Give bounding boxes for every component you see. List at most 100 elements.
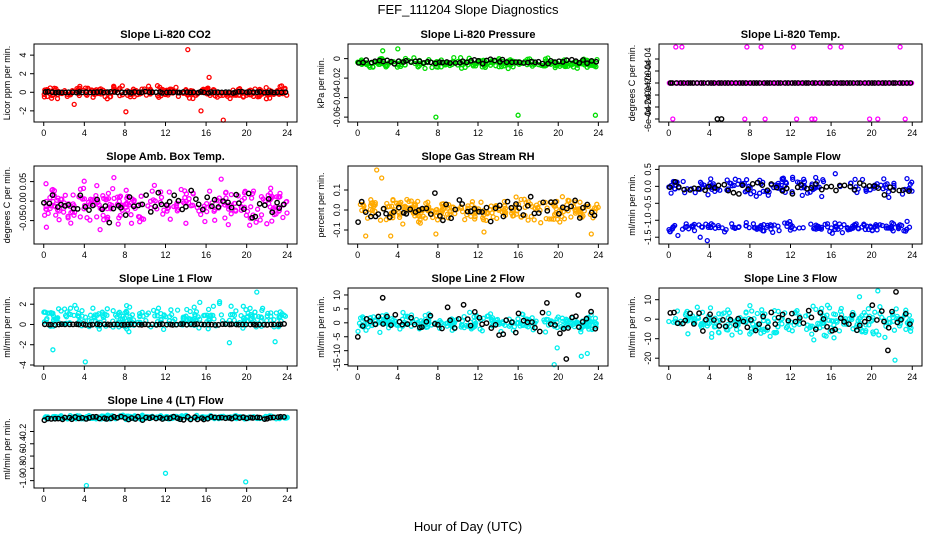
x-tick-label: 4: [82, 494, 87, 504]
data-point: [572, 207, 578, 213]
overlay-point: [748, 316, 754, 323]
y-tick-label: -0.6: [18, 448, 28, 464]
overlay-point: [865, 80, 872, 86]
data-point: [44, 93, 50, 100]
overlay-point: [860, 182, 867, 189]
x-tick-label: 0: [41, 494, 46, 504]
data-point: [721, 229, 728, 235]
overlay-point: [749, 180, 756, 187]
data-point: [43, 206, 49, 212]
data-point: [80, 185, 87, 192]
data-point: [355, 328, 361, 335]
data-point: [834, 319, 840, 325]
data-point: [831, 335, 837, 341]
overlay-point: [535, 210, 542, 217]
overlay-point: [271, 89, 277, 96]
overlay-point: [500, 213, 507, 220]
data-point: [694, 304, 700, 310]
data-point: [729, 221, 735, 227]
data-point: [395, 46, 401, 52]
x-tick-label: 20: [867, 372, 877, 382]
data-point: [895, 224, 902, 230]
overlay-point: [828, 183, 835, 190]
data-point: [107, 93, 114, 100]
series-points: [355, 46, 600, 120]
data-point: [41, 94, 48, 100]
x-tick-label: 24: [593, 250, 603, 260]
x-tick-label: 4: [395, 250, 400, 260]
overlay-point: [833, 187, 839, 194]
x-tick-label: 12: [160, 128, 170, 138]
data-point: [769, 223, 775, 229]
overlay-point: [111, 89, 118, 95]
data-point: [51, 188, 58, 194]
overlay-point: [390, 209, 397, 215]
overlay-point: [760, 313, 767, 320]
data-point: [222, 215, 228, 221]
overlay-point: [83, 415, 90, 422]
data-point: [149, 188, 155, 194]
overlay-point: [740, 318, 747, 325]
data-point: [183, 198, 189, 205]
data-point: [154, 83, 161, 89]
y-tick-label: -0.8: [18, 461, 28, 477]
overlay-point: [500, 331, 507, 338]
data-point: [809, 116, 815, 122]
data-point: [440, 201, 446, 207]
overlay-point: [235, 200, 242, 207]
data-point: [872, 309, 878, 315]
data-point: [483, 217, 489, 224]
overlay-point: [871, 80, 878, 86]
data-point: [728, 318, 735, 324]
data-point: [852, 176, 858, 183]
overlay-point: [700, 328, 706, 334]
data-point: [250, 188, 257, 194]
overlay-point: [62, 89, 69, 96]
panel-title: Slope Line 4 (LT) Flow: [108, 395, 224, 407]
overlay-point: [588, 308, 594, 315]
overlay-point: [215, 414, 222, 421]
overlay-point: [204, 194, 211, 201]
data-point: [866, 116, 873, 122]
overlay-point: [105, 321, 111, 328]
overlay-point: [191, 321, 198, 328]
data-point: [481, 229, 487, 235]
data-point: [445, 215, 452, 221]
data-point: [804, 190, 811, 196]
overlay-point: [56, 321, 62, 328]
overlay-point: [277, 413, 284, 420]
data-point: [68, 220, 74, 226]
overlay-point: [818, 186, 825, 193]
data-point: [702, 318, 708, 324]
data-point: [747, 302, 753, 309]
data-point: [77, 186, 84, 192]
overlay-point: [391, 60, 398, 67]
overlay-point: [411, 321, 418, 328]
data-point: [684, 186, 690, 192]
data-point: [876, 332, 882, 338]
overlay-point: [235, 88, 242, 95]
overlay-point: [280, 201, 287, 208]
data-point: [103, 197, 109, 203]
data-point: [245, 313, 251, 319]
data-point: [559, 194, 566, 200]
data-point: [560, 318, 566, 325]
data-point: [818, 305, 825, 312]
overlay-point: [820, 316, 827, 322]
data-point: [218, 176, 224, 182]
data-point: [158, 316, 164, 323]
overlay-point: [261, 89, 268, 96]
data-point: [493, 63, 499, 69]
overlay-point: [455, 315, 462, 322]
x-tick-label: 8: [747, 128, 752, 138]
data-point: [70, 192, 76, 198]
overlay-point: [155, 189, 162, 196]
overlay-point: [208, 321, 215, 328]
y-tick-label: 0.0: [332, 204, 342, 217]
data-point: [465, 203, 471, 209]
overlay-point: [782, 80, 789, 86]
overlay-point: [789, 80, 795, 86]
data-point: [855, 225, 861, 231]
data-point: [191, 304, 197, 310]
x-tick-label: 24: [907, 372, 917, 382]
